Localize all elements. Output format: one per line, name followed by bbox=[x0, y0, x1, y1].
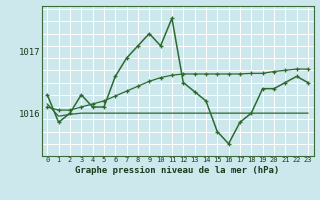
X-axis label: Graphe pression niveau de la mer (hPa): Graphe pression niveau de la mer (hPa) bbox=[76, 166, 280, 175]
